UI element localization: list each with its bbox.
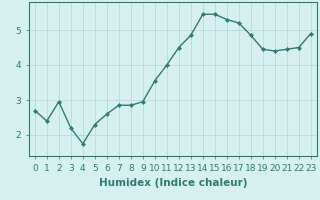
X-axis label: Humidex (Indice chaleur): Humidex (Indice chaleur) xyxy=(99,178,247,188)
